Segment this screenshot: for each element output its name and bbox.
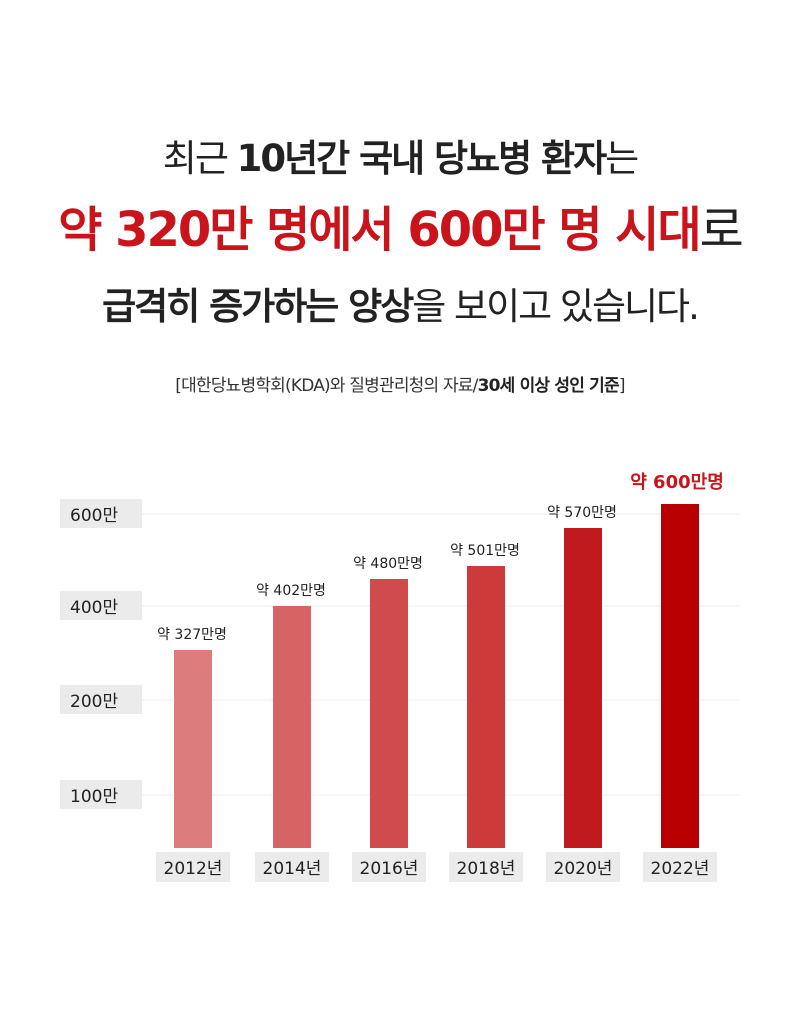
x-tick-label-bg	[546, 852, 620, 882]
x-tick-label-bg	[156, 852, 230, 882]
headline-2-emphasis: 약 320만 명에서 600만 명 시대	[58, 202, 701, 258]
y-tick-label: 400만	[70, 598, 118, 618]
data-label: 약 501만명	[450, 543, 520, 559]
headline-1-lead: 최근	[162, 137, 237, 180]
bar	[370, 579, 408, 848]
source-open-bracket: [	[175, 376, 182, 396]
y-tick-label: 200만	[70, 692, 118, 712]
x-tick-label: 2016년	[360, 859, 419, 879]
data-label: 약 570만명	[547, 505, 617, 521]
x-tick-label-bg	[643, 852, 717, 882]
headline-3-tail: 을 보이고 있습니다.	[412, 285, 700, 328]
headline-line-1: 최근 10년간 국내 당뇨병 환자는	[0, 128, 800, 182]
x-tick-label: 2014년	[263, 859, 322, 879]
headline-1-emphasis: 10년간 국내 당뇨병 환자	[236, 137, 607, 180]
bars	[174, 504, 699, 848]
x-tick-label: 2022년	[651, 859, 710, 879]
y-tick-label-bg	[60, 499, 142, 528]
y-axis-ticks: 100만 200만 400만 600만	[60, 499, 142, 809]
x-tick-label-bg	[449, 852, 523, 882]
source-close-bracket: ]	[618, 376, 626, 396]
source-criteria: 30세 이상 성인 기준	[477, 376, 620, 396]
data-label: 약 600만명	[630, 471, 724, 493]
bar	[467, 566, 505, 848]
bar	[661, 504, 699, 848]
bar	[273, 606, 311, 848]
headline-line-2: 약 320만 명에서 600만 명 시대로	[0, 190, 800, 260]
source-note: [대한당뇨병학회(KDA)와 질병관리청의 자료/30세 이상 성인 기준]	[0, 371, 800, 396]
source-text: 대한당뇨병학회(KDA)와 질병관리청의 자료/	[181, 376, 478, 396]
headline-2-tail: 로	[699, 202, 744, 258]
x-tick-label-bg	[352, 852, 426, 882]
y-tick-label: 100만	[70, 787, 118, 807]
headline-1-tail: 는	[605, 137, 639, 180]
headline-3-emphasis: 급격히 증가하는 양상	[102, 285, 414, 328]
headline-line-3: 급격히 증가하는 양상을 보이고 있습니다.	[0, 276, 800, 330]
y-tick-label-bg	[60, 591, 142, 620]
x-tick-label-bg	[255, 852, 329, 882]
x-axis-labels: 2012년 2014년 2016년 2018년 2020년 2022년	[156, 852, 717, 882]
x-tick-label: 2012년	[164, 859, 223, 879]
data-label: 약 480만명	[353, 556, 423, 572]
x-tick-label: 2018년	[457, 859, 516, 879]
data-label: 약 402만명	[256, 583, 326, 599]
bar	[174, 650, 212, 848]
x-tick-label: 2020년	[554, 859, 613, 879]
y-tick-label: 600만	[70, 506, 118, 526]
data-labels: 약 327만명 약 402만명 약 480만명 약 501만명 약 570만명 약 600…	[157, 471, 724, 643]
bar	[564, 528, 602, 848]
data-label: 약 327만명	[157, 627, 227, 643]
y-tick-label-bg	[60, 685, 142, 714]
y-tick-label-bg	[60, 780, 142, 809]
